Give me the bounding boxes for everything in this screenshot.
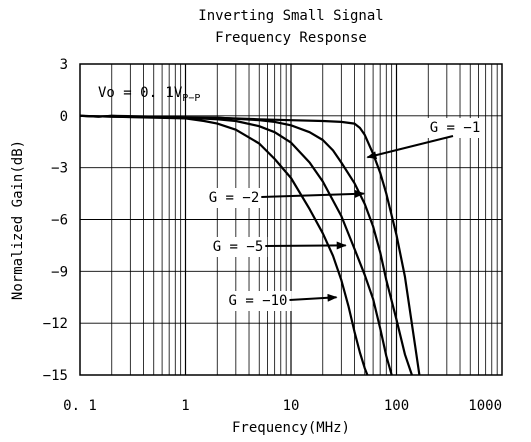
series-line-4	[79, 114, 369, 376]
annotation-arrow	[261, 189, 365, 198]
x-tick-label: 0. 1	[63, 398, 97, 414]
annotation-arrow	[265, 241, 347, 250]
chart-curves	[79, 114, 421, 376]
condition-label-base: Vo = 0. 1V	[98, 85, 183, 101]
annotation-label-background	[425, 118, 485, 138]
y-tick-label: 3	[60, 57, 68, 73]
annotation-label-background	[204, 188, 264, 208]
x-tick-label: 1	[181, 398, 189, 414]
annotation-arrow	[366, 135, 454, 160]
x-tick-label: 1000	[468, 398, 502, 414]
y-axis-label: Normalized Gain(dB)	[10, 140, 26, 300]
annotation-label-background	[208, 237, 268, 257]
y-tick-label: −12	[43, 316, 68, 332]
annotation-label: G = −2	[209, 190, 260, 206]
annotation-label: G = −5	[213, 239, 264, 255]
y-tick-label: 0	[60, 109, 68, 125]
chart-annotations: G = −1 G = −2 G = −5 G = −10	[204, 118, 485, 311]
x-tick-label: 10	[283, 398, 300, 414]
annotation-label: G = −1	[430, 120, 481, 136]
y-tick-label: −9	[51, 264, 68, 280]
chart-grid	[80, 64, 502, 375]
x-axis-label: Frequency(MHz)	[232, 420, 350, 436]
annotation-arrow	[289, 293, 338, 302]
y-tick-label: −3	[51, 161, 68, 177]
annotation-label: G = −10	[228, 293, 287, 309]
condition-label: Vo = 0. 1VP−P	[98, 85, 200, 104]
condition-label-subscript: P−P	[182, 93, 200, 104]
annotation-label-background	[224, 291, 292, 311]
chart-title-line-1: Inverting Small Signal	[198, 8, 383, 24]
y-axis-tick-labels: 3 0 −3 −6 −9 −12 −15	[43, 57, 68, 384]
y-tick-label: −15	[43, 368, 68, 384]
x-tick-label: 100	[384, 398, 409, 414]
y-tick-label: −6	[51, 213, 68, 229]
plot-frame	[79, 63, 503, 376]
x-axis-tick-labels: 0. 1 1 10 100 1000	[63, 398, 502, 414]
chart-title-line-2: Frequency Response	[215, 30, 367, 46]
